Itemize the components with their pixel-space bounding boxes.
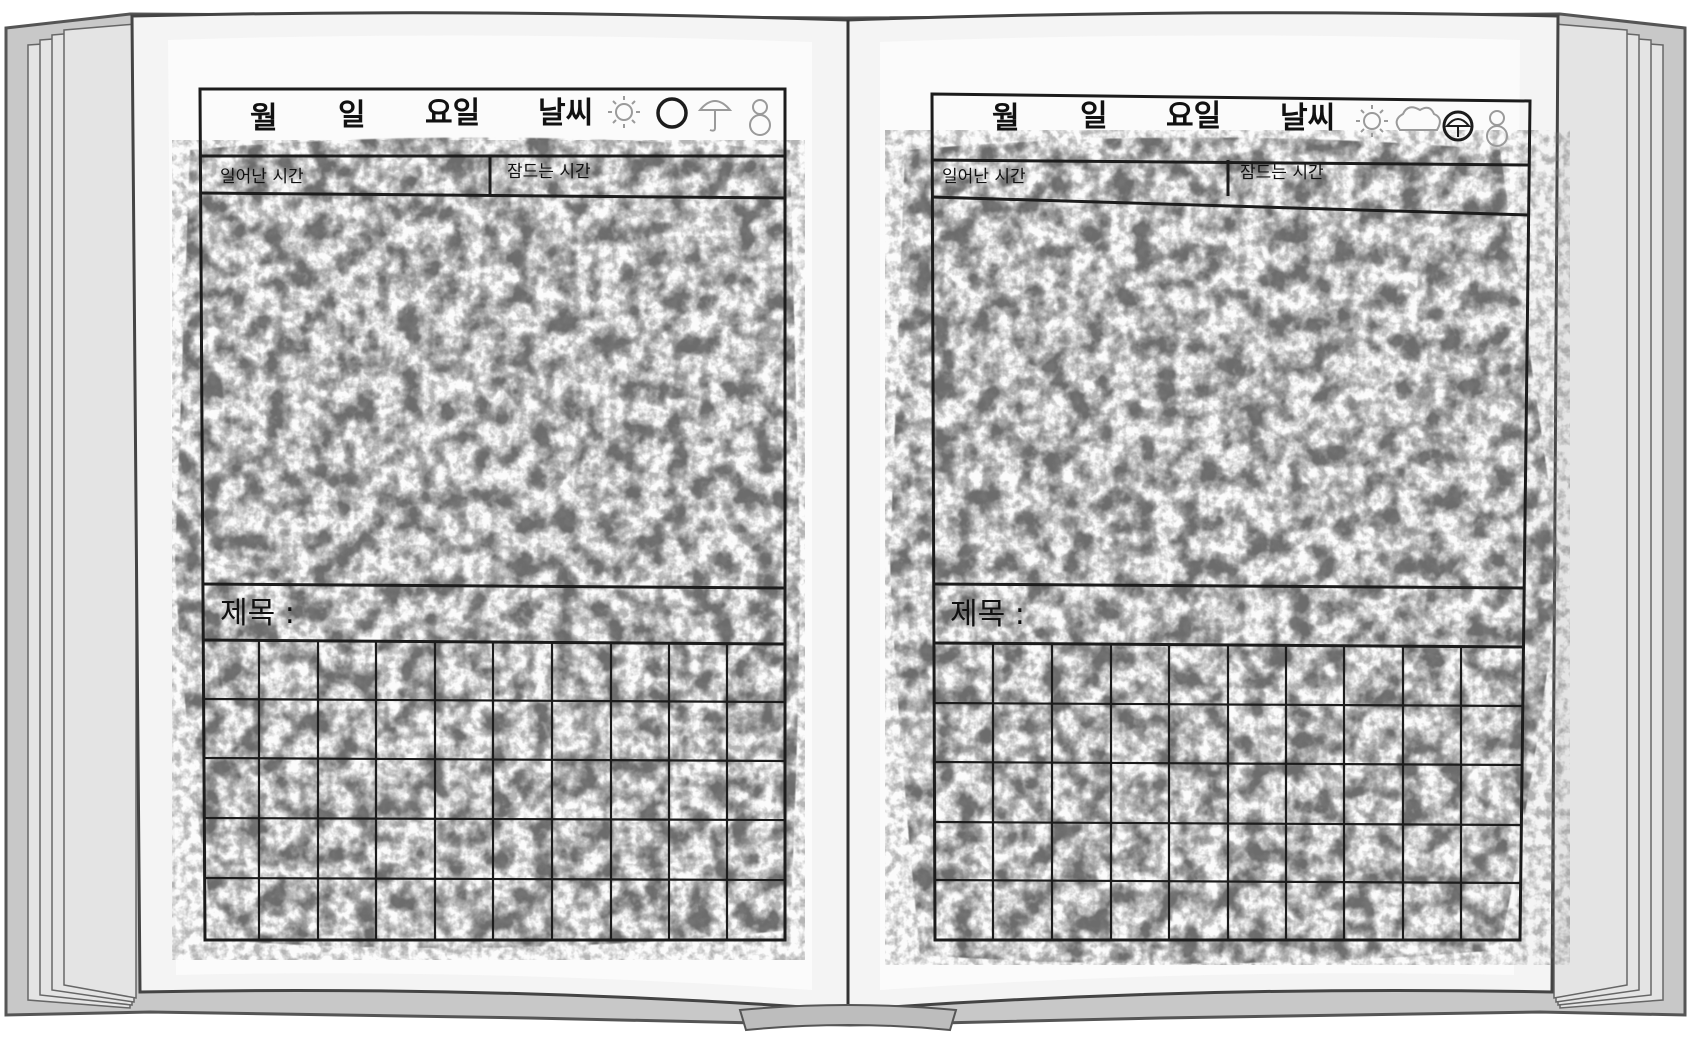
sun-icon[interactable] [608, 96, 640, 128]
right-diary-sheet: 월 일 요일 날씨 일어난 시간 잠드는 시간 제목 : [885, 92, 1570, 965]
right-weather-label: 날씨 [1280, 101, 1335, 136]
left-writing-grid [202, 640, 786, 940]
right-wake-time-label: 일어난 시간 [942, 167, 1026, 187]
left-day-label: 일 [338, 98, 366, 133]
right-sleep-time-label: 잠드는 시간 [1240, 163, 1324, 183]
right-wake-time-field[interactable] [935, 162, 1225, 195]
right-page-edges [1553, 23, 1664, 1009]
left-title-field[interactable] [300, 590, 780, 638]
left-weekday-label: 요일 [425, 96, 480, 131]
left-wake-time-field[interactable] [205, 158, 488, 193]
left-sleep-time-field[interactable] [492, 158, 782, 195]
left-diary-sheet: 월 일 요일 날씨 일어난 시간 잠드는 시간 제목 : [172, 87, 805, 960]
cloud-icon[interactable] [1395, 106, 1441, 131]
right-title-label: 제목 : [950, 597, 1025, 632]
snowman-icon[interactable] [749, 99, 771, 136]
umbrella-icon[interactable] [1442, 110, 1474, 142]
left-diary-body-area[interactable] [205, 200, 783, 582]
umbrella-icon[interactable] [697, 100, 733, 132]
right-writing-grid [933, 644, 1525, 940]
snowman-icon[interactable] [1486, 110, 1508, 147]
left-ink-speckle [172, 140, 805, 960]
right-writing-grid-area[interactable] [936, 649, 1521, 938]
left-sleep-time-label: 잠드는 시간 [507, 162, 591, 182]
left-title-label: 제목 : [220, 596, 295, 631]
right-ink-speckle [885, 130, 1570, 965]
right-diary-body-area[interactable] [936, 218, 1521, 582]
cloud-icon[interactable] [656, 97, 688, 129]
left-month-label: 월 [250, 101, 278, 136]
right-sleep-time-field[interactable] [1231, 166, 1526, 198]
left-wake-time-label: 일어난 시간 [220, 167, 304, 187]
left-writing-grid-area[interactable] [205, 645, 783, 938]
book-spine [738, 20, 958, 1032]
left-weather-label: 날씨 [538, 96, 593, 131]
right-title-field[interactable] [1030, 590, 1520, 640]
right-weekday-label: 요일 [1166, 99, 1221, 134]
sun-icon[interactable] [1356, 105, 1388, 137]
left-page-edges [27, 23, 137, 1009]
right-day-label: 일 [1080, 99, 1108, 134]
right-month-label: 월 [992, 101, 1020, 136]
